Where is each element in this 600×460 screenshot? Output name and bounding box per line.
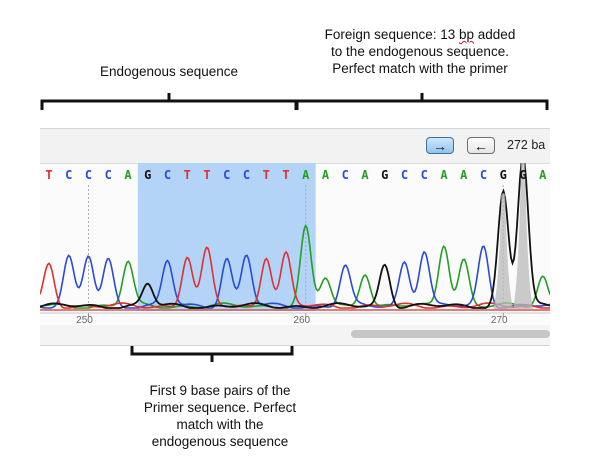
foreign-label-line1-post: added xyxy=(474,27,516,42)
primer-label-line3: match with the xyxy=(176,417,264,432)
arrow-left-icon: ← xyxy=(474,137,488,154)
ruler-label: 260 xyxy=(293,315,310,325)
base-call: C xyxy=(164,168,171,182)
trace-A xyxy=(40,223,550,309)
base-call: T xyxy=(203,168,210,182)
base-call: T xyxy=(282,168,289,182)
base-call: C xyxy=(401,168,408,182)
base-call: C xyxy=(243,168,250,182)
base-call: A xyxy=(460,168,468,182)
base-call: G xyxy=(500,168,507,182)
primer-sequence-label: First 9 base pairs of the Primer sequenc… xyxy=(120,382,320,450)
base-call: T xyxy=(263,168,270,182)
sequence-length-readout: 272 ba xyxy=(507,138,546,152)
trace-G xyxy=(40,163,550,309)
foreign-label-line3: Perfect match with the primer xyxy=(332,61,508,76)
peak-shade-24 xyxy=(513,163,533,309)
forward-strand-button[interactable]: → xyxy=(426,137,454,154)
foreign-label-bp: bp xyxy=(459,27,475,42)
reverse-strand-button[interactable]: ← xyxy=(467,137,495,154)
viewer-toolbar: → ← 272 ba xyxy=(40,129,550,164)
endogenous-label-text: Endogenous sequence xyxy=(99,64,239,79)
base-call: C xyxy=(223,168,230,182)
base-call: T xyxy=(45,168,52,182)
endogenous-sequence-label: Endogenous sequence xyxy=(40,63,298,80)
base-call: G xyxy=(381,168,388,182)
primer-label-line1: First 9 base pairs of the xyxy=(149,383,291,398)
primer-highlight xyxy=(137,163,316,311)
base-call: T xyxy=(184,168,191,182)
base-call: C xyxy=(421,168,428,182)
primer-label-line4: endogenous sequence xyxy=(151,434,289,449)
horizontal-scrollbar[interactable] xyxy=(40,325,550,345)
trace-layer xyxy=(40,163,550,311)
primer-bracket xyxy=(130,346,294,362)
base-call: A xyxy=(302,168,310,182)
foreign-sequence-label: Foreign sequence: 13 bp added to the end… xyxy=(300,26,540,77)
base-call: C xyxy=(85,168,92,182)
base-call: A xyxy=(322,168,330,182)
primer-highlight-layer xyxy=(137,163,316,311)
base-call: C xyxy=(480,168,487,182)
base-call: C xyxy=(342,168,349,182)
base-call: A xyxy=(440,168,448,182)
ruler-label: 270 xyxy=(491,315,508,325)
scrollbar-thumb[interactable] xyxy=(351,330,550,338)
ruler-label: 250 xyxy=(76,315,93,325)
foreign-label-line1-pre: Foreign sequence: 13 xyxy=(324,27,459,42)
primer-label-line2: Primer sequence. Perfect xyxy=(143,400,297,415)
base-call: C xyxy=(105,168,112,182)
base-call: G xyxy=(144,168,151,182)
base-call: A xyxy=(124,168,132,182)
base-call: G xyxy=(519,168,526,182)
base-call: A xyxy=(361,168,369,182)
trace-T xyxy=(40,246,550,309)
foreign-label-line1: Foreign sequence: 13 bp added xyxy=(300,26,540,43)
position-ruler-layer: 250 260 270 xyxy=(40,312,550,325)
arrow-right-icon: → xyxy=(433,137,447,154)
foreign-label-line2: to the endogenous sequence. xyxy=(331,44,509,59)
base-call: A xyxy=(539,168,547,182)
endogenous-bracket xyxy=(40,93,298,110)
base-call: C xyxy=(65,168,72,182)
peak-shade-23 xyxy=(493,193,514,309)
foreign-bracket xyxy=(295,93,549,110)
